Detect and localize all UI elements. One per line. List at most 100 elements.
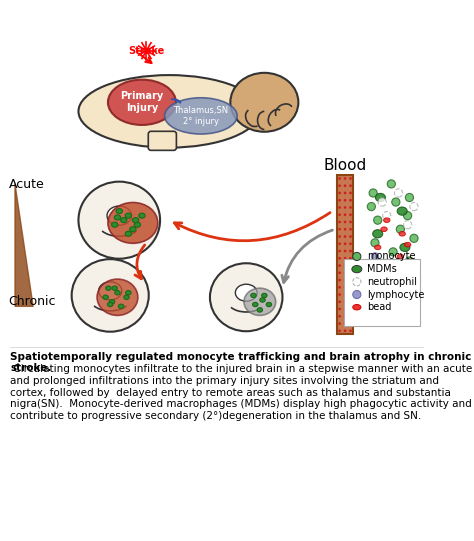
- Ellipse shape: [108, 80, 176, 125]
- Ellipse shape: [344, 228, 346, 230]
- Ellipse shape: [349, 329, 352, 332]
- Ellipse shape: [338, 293, 341, 296]
- Ellipse shape: [349, 279, 352, 281]
- Ellipse shape: [235, 284, 257, 301]
- Ellipse shape: [344, 257, 346, 260]
- Ellipse shape: [244, 288, 276, 315]
- Ellipse shape: [349, 206, 352, 209]
- Ellipse shape: [383, 212, 391, 220]
- Ellipse shape: [338, 199, 341, 202]
- Ellipse shape: [353, 278, 361, 286]
- Ellipse shape: [353, 305, 361, 310]
- Ellipse shape: [338, 177, 341, 180]
- Text: Spatiotemporally regulated monocyte trafficking and brain atrophy in chronic str: Spatiotemporally regulated monocyte traf…: [10, 352, 472, 373]
- Ellipse shape: [387, 180, 395, 188]
- Ellipse shape: [349, 213, 352, 216]
- Text: bead: bead: [367, 302, 391, 312]
- Ellipse shape: [338, 257, 341, 260]
- Ellipse shape: [344, 308, 346, 311]
- Ellipse shape: [126, 291, 131, 295]
- Ellipse shape: [374, 216, 382, 225]
- Ellipse shape: [392, 198, 400, 206]
- Ellipse shape: [381, 227, 387, 232]
- Ellipse shape: [410, 202, 418, 210]
- Ellipse shape: [124, 295, 129, 299]
- Ellipse shape: [338, 242, 341, 245]
- Ellipse shape: [344, 192, 346, 194]
- Ellipse shape: [115, 291, 120, 295]
- Ellipse shape: [338, 300, 341, 303]
- Ellipse shape: [338, 228, 341, 230]
- Ellipse shape: [379, 261, 389, 269]
- FancyArrowPatch shape: [282, 230, 332, 282]
- FancyBboxPatch shape: [337, 175, 353, 333]
- Ellipse shape: [266, 302, 272, 307]
- Ellipse shape: [164, 98, 237, 134]
- Ellipse shape: [401, 280, 409, 288]
- Ellipse shape: [371, 239, 379, 247]
- Text: Thalamus,SN
2° injury: Thalamus,SN 2° injury: [173, 106, 228, 126]
- Ellipse shape: [103, 295, 109, 299]
- Ellipse shape: [134, 222, 141, 227]
- Ellipse shape: [106, 286, 111, 291]
- Ellipse shape: [374, 245, 381, 249]
- Ellipse shape: [367, 202, 375, 210]
- Ellipse shape: [349, 242, 352, 245]
- Ellipse shape: [118, 304, 124, 308]
- Ellipse shape: [251, 293, 256, 298]
- Ellipse shape: [405, 194, 413, 202]
- Ellipse shape: [344, 272, 346, 274]
- Ellipse shape: [344, 177, 346, 180]
- Ellipse shape: [349, 257, 352, 260]
- Ellipse shape: [253, 302, 258, 307]
- Ellipse shape: [410, 234, 418, 242]
- Ellipse shape: [390, 262, 397, 269]
- Ellipse shape: [108, 202, 158, 243]
- Ellipse shape: [353, 291, 361, 299]
- Ellipse shape: [349, 308, 352, 311]
- Ellipse shape: [344, 300, 346, 303]
- Ellipse shape: [406, 302, 412, 307]
- Ellipse shape: [349, 300, 352, 303]
- Ellipse shape: [111, 222, 118, 227]
- FancyArrowPatch shape: [172, 99, 180, 102]
- Ellipse shape: [349, 221, 352, 223]
- Ellipse shape: [338, 286, 341, 289]
- Text: Chronic: Chronic: [9, 294, 56, 307]
- Ellipse shape: [394, 189, 402, 197]
- Ellipse shape: [349, 293, 352, 296]
- Ellipse shape: [99, 282, 122, 300]
- Ellipse shape: [338, 308, 341, 311]
- Ellipse shape: [344, 221, 346, 223]
- Ellipse shape: [344, 249, 346, 252]
- Ellipse shape: [125, 213, 131, 218]
- Ellipse shape: [397, 254, 403, 259]
- Ellipse shape: [344, 293, 346, 296]
- Ellipse shape: [130, 227, 136, 232]
- Ellipse shape: [112, 286, 118, 291]
- Ellipse shape: [349, 286, 352, 289]
- Ellipse shape: [349, 315, 352, 318]
- Ellipse shape: [344, 235, 346, 238]
- Ellipse shape: [210, 263, 283, 331]
- Ellipse shape: [230, 73, 298, 132]
- Ellipse shape: [373, 230, 383, 238]
- Ellipse shape: [338, 184, 341, 187]
- Ellipse shape: [120, 217, 127, 223]
- Ellipse shape: [399, 232, 405, 236]
- Ellipse shape: [353, 252, 361, 261]
- Ellipse shape: [375, 194, 385, 202]
- Ellipse shape: [403, 212, 412, 220]
- Ellipse shape: [338, 264, 341, 267]
- Ellipse shape: [349, 264, 352, 267]
- Text: neutrophil: neutrophil: [367, 277, 417, 287]
- Ellipse shape: [369, 189, 377, 197]
- Ellipse shape: [344, 264, 346, 267]
- Ellipse shape: [344, 213, 346, 216]
- Ellipse shape: [349, 177, 352, 180]
- Ellipse shape: [404, 242, 411, 247]
- Text: Blood: Blood: [323, 159, 367, 173]
- Text: Stroke: Stroke: [128, 45, 164, 56]
- Ellipse shape: [338, 315, 341, 318]
- Ellipse shape: [349, 184, 352, 187]
